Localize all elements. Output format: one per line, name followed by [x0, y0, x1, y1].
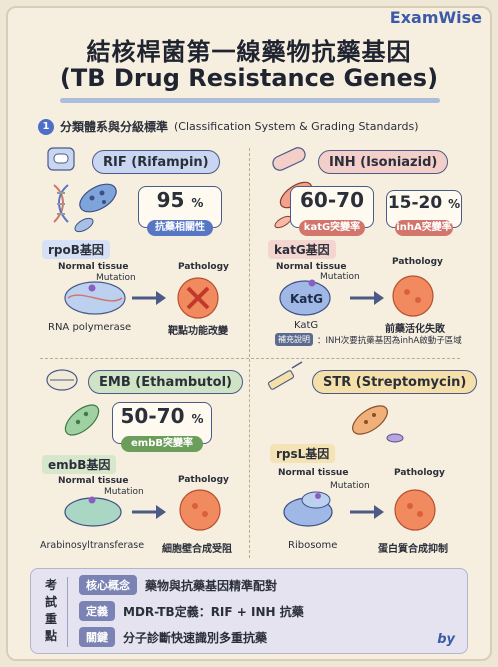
emb-enzyme-shape — [64, 496, 122, 527]
section-label-en: (Classification System & Grading Standar… — [174, 120, 419, 133]
inh-drug-pill: INH (Isoniazid) — [318, 150, 449, 174]
title-chinese: 結核桿菌第一線藥物抗藥基因 — [86, 38, 412, 66]
rif-drug-pill: RIF (Rifampin) — [92, 150, 220, 174]
str-arrow-icon — [350, 505, 384, 519]
emb-target-label: Arabinosyltransferase — [40, 540, 145, 551]
inh-inha-stat-unit: % — [448, 197, 461, 211]
summary-value-critical: 分子診斷快速識別多重抗藥 — [123, 630, 268, 645]
str-outcome-label: 蛋白質合成抑制 — [378, 544, 448, 555]
inh-note-tag: 補充說明 — [275, 333, 313, 346]
emb-drug-pill: EMB (Ethambutol) — [88, 370, 243, 394]
str-gene-label: rpsL基因 — [270, 444, 336, 463]
inh-normal-tissue-label: Normal tissue — [276, 262, 347, 272]
emb-stat-value: 50-70 — [120, 404, 185, 428]
section-number: 1 — [38, 118, 54, 135]
inh-katg-stat-caption: katG突變率 — [299, 220, 365, 236]
inh-supplementary-note: 補充說明 ：INH次要抗藥基因為inhA啟動子區域 — [275, 333, 462, 346]
emb-stat-box: 50-70 % embB突變率 — [112, 402, 212, 452]
section-label-zh: 分類體系與分級標準 — [60, 120, 169, 134]
inh-pathology-label: Pathology — [392, 257, 443, 267]
rif-outcome-label: 靶點功能改變 — [168, 326, 228, 337]
str-target-label: Ribosome — [288, 540, 338, 551]
inh-mutation-label: Mutation — [320, 272, 360, 282]
summary-value-core: 藥物與抗藥基因精準配對 — [145, 578, 278, 593]
rif-stat-value: 95 — [156, 188, 185, 212]
inh-note-text: ：INH次要抗藥基因為inhA啟動子區域 — [317, 335, 462, 346]
emb-mutation-label: Mutation — [104, 487, 144, 497]
quadrant-divider-horizontal — [40, 358, 460, 359]
inh-inha-stat-box: 15-20 % inhA突變率 — [386, 190, 462, 236]
inh-target-label: KatG — [294, 320, 319, 331]
inh-inha-stat-caption: inhA突變率 — [395, 220, 453, 236]
summary-separator — [67, 577, 68, 647]
inh-outcome-label: 前藥活化失敗 — [385, 324, 445, 335]
rif-stat-box: 95 % 抗藥相關性 — [138, 186, 222, 236]
summary-row: 核心概念 藥物與抗藥基因精準配對 — [79, 575, 277, 595]
inh-gene-label: katG基因 — [268, 240, 336, 259]
emb-gene-label: embB基因 — [42, 455, 117, 474]
summary-row: 定義 MDR-TB定義：RIF + INH 抗藥 — [79, 601, 304, 621]
rif-rna-polymerase-shape — [64, 281, 126, 315]
exam-key-points-box: 考 試 重 點 核心概念 藥物與抗藥基因精準配對 定義 MDR-TB定義：RIF… — [30, 568, 468, 654]
str-bacteria-icon — [352, 405, 404, 443]
summary-row: 關鍵 分子診斷快速識別多重抗藥 — [79, 627, 267, 647]
quadrant-divider-vertical — [249, 148, 250, 558]
rif-stat-caption: 抗藥相關性 — [147, 220, 213, 236]
str-normal-tissue-label: Normal tissue — [278, 468, 349, 478]
emb-pathology-label: Pathology — [178, 475, 229, 485]
title-english: (TB Drug Resistance Genes) — [59, 64, 439, 92]
section-heading: 1 分類體系與分級標準 (Classification System & Gra… — [38, 118, 419, 135]
inh-katg-protein-shape — [279, 279, 331, 316]
rif-stat-unit: % — [191, 196, 204, 210]
str-ribosome-shape — [283, 491, 333, 527]
rif-mutation-label: Mutation — [96, 273, 136, 283]
rif-pathology-label: Pathology — [178, 262, 229, 272]
brand-logo: ExamWise — [389, 8, 482, 27]
emb-normal-tissue-label: Normal tissue — [58, 476, 129, 486]
rif-gene-label: rpoB基因 — [42, 240, 110, 259]
str-pathology-cell-icon — [394, 489, 436, 531]
rif-target-label: RNA polymerase — [48, 322, 132, 333]
inh-inha-stat-value: 15-20 — [387, 193, 443, 213]
summary-value-definition: MDR-TB定義：RIF + INH 抗藥 — [123, 604, 304, 619]
inh-capsule-icon — [272, 147, 306, 171]
emb-bacterium-icon — [64, 404, 100, 436]
rif-dna-icon — [53, 184, 69, 223]
str-drug-pill: STR (Streptomycin) — [312, 370, 478, 394]
emb-arrow-icon — [132, 505, 166, 519]
rif-normal-tissue-label: Normal tissue — [58, 262, 129, 272]
emb-outcome-label: 細胞壁合成受阻 — [162, 544, 232, 555]
summary-key-critical: 關鍵 — [79, 627, 115, 647]
rif-pathology-blocked-icon — [177, 277, 219, 319]
inh-protein-label: KatG — [290, 292, 323, 306]
str-mutation-label: Mutation — [330, 481, 370, 491]
str-pathology-label: Pathology — [394, 468, 445, 478]
str-syringe-icon — [267, 361, 303, 390]
summary-key-core: 核心概念 — [79, 575, 137, 595]
title-underline — [60, 98, 440, 103]
signature: by — [437, 632, 455, 647]
inh-katg-stat-value: 60-70 — [300, 188, 364, 212]
emb-stat-caption: embB突變率 — [121, 436, 203, 452]
inh-katg-stat-box: 60-70 % katG突變率 — [290, 186, 374, 236]
rif-pill-capsule-icon — [47, 147, 75, 171]
rif-arrow-icon — [132, 291, 166, 305]
rif-bacterium-icon — [74, 183, 117, 233]
emb-stat-unit: % — [191, 412, 204, 426]
summary-key-definition: 定義 — [79, 601, 115, 621]
inh-pathology-cell-icon — [392, 275, 434, 317]
inh-arrow-icon — [350, 291, 384, 305]
exam-key-points-side-label: 考 試 重 點 — [44, 578, 57, 643]
emb-tablet-icon — [46, 369, 78, 391]
emb-pathology-cell-icon — [179, 489, 221, 531]
